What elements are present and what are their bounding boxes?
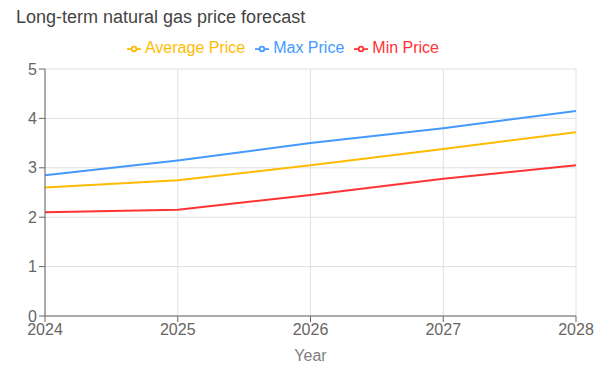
svg-text:1: 1 (28, 258, 37, 275)
svg-text:2024: 2024 (27, 321, 63, 339)
svg-text:0: 0 (28, 308, 37, 325)
html-text:Long-term natural gas price fo: Long-term natural gas price forecast (16, 7, 306, 27)
svg-text:2025: 2025 (160, 321, 196, 338)
svg-text:5: 5 (28, 61, 37, 78)
html-text:Max Price: Max Price (273, 39, 345, 56)
svg-text:2027: 2027 (425, 321, 461, 338)
svg-text:2026: 2026 (293, 321, 329, 338)
svg-text:Year: Year (294, 347, 327, 364)
html-text:Min Price: Min Price (372, 39, 439, 56)
html-text:Average Price: Average Price (145, 39, 246, 56)
svg-text:4: 4 (28, 110, 37, 127)
svg-text:2028: 2028 (558, 321, 592, 338)
svg-text:3: 3 (28, 159, 37, 176)
svg-text:2: 2 (28, 209, 37, 226)
